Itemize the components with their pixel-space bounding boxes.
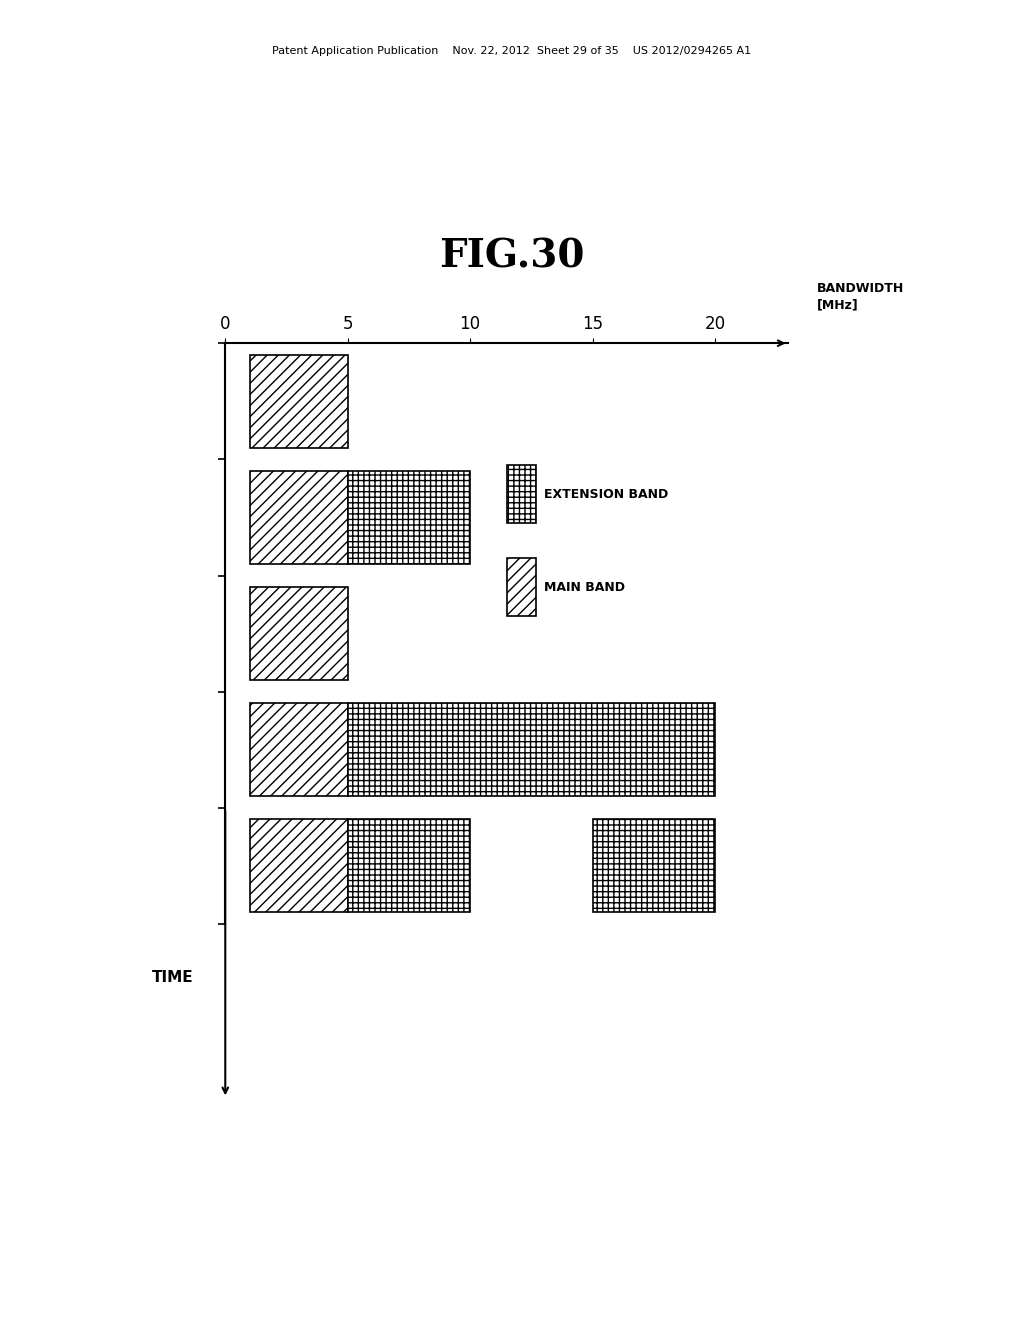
Text: TIME: TIME <box>152 970 194 986</box>
Text: BANDWIDTH
[MHz]: BANDWIDTH [MHz] <box>817 282 904 312</box>
Bar <box>250 355 348 447</box>
Bar <box>250 820 348 912</box>
Bar <box>507 558 537 616</box>
Bar <box>348 820 470 912</box>
Bar <box>348 704 715 796</box>
Text: Patent Application Publication    Nov. 22, 2012  Sheet 29 of 35    US 2012/02942: Patent Application Publication Nov. 22, … <box>272 46 752 57</box>
Text: MAIN BAND: MAIN BAND <box>544 581 625 594</box>
Text: FIG.30: FIG.30 <box>439 238 585 276</box>
Bar <box>250 704 348 796</box>
Text: EXTENSION BAND: EXTENSION BAND <box>544 487 668 500</box>
Bar <box>593 820 715 912</box>
Bar <box>250 587 348 680</box>
Bar <box>507 465 537 523</box>
Bar <box>348 471 470 564</box>
Bar <box>250 471 348 564</box>
